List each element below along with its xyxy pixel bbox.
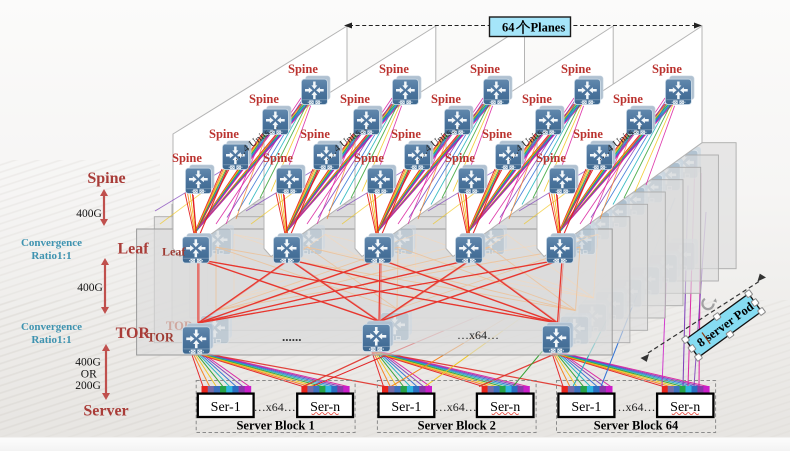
svg-text:Leaf: Leaf xyxy=(117,241,149,258)
svg-text:Ser-1: Ser-1 xyxy=(391,400,421,415)
svg-text:TOR: TOR xyxy=(116,325,151,342)
svg-text:TOR: TOR xyxy=(147,331,175,345)
svg-text:Leaf: Leaf xyxy=(162,245,186,259)
svg-text:Planes: Planes xyxy=(531,21,566,35)
svg-text:200G: 200G xyxy=(75,380,101,392)
svg-text:Spine: Spine xyxy=(470,62,500,76)
svg-text:Server Block 1: Server Block 1 xyxy=(236,419,314,433)
svg-text:Spine: Spine xyxy=(340,92,370,106)
svg-text:…x64…: …x64… xyxy=(457,328,499,342)
svg-text:400G: 400G xyxy=(77,282,103,294)
svg-text:Spine: Spine xyxy=(354,151,384,165)
svg-text:......: ...... xyxy=(282,329,302,344)
svg-text:Spine: Spine xyxy=(249,92,279,106)
svg-text:Spine: Spine xyxy=(573,127,603,141)
svg-text:Spine: Spine xyxy=(522,92,552,106)
svg-text:Convergence: Convergence xyxy=(21,321,82,333)
svg-text:400G: 400G xyxy=(75,357,101,369)
svg-text:64: 64 xyxy=(502,21,515,35)
svg-text:Server: Server xyxy=(83,403,128,420)
svg-text:Spine: Spine xyxy=(288,62,318,76)
svg-text:Ser-n: Ser-n xyxy=(490,400,520,415)
svg-text:…x64…: …x64… xyxy=(614,400,656,414)
svg-text:Spine: Spine xyxy=(536,151,566,165)
svg-text:Spine: Spine xyxy=(652,62,682,76)
svg-text:Ratio1:1: Ratio1:1 xyxy=(31,250,71,262)
svg-text:Ser-n: Ser-n xyxy=(310,400,340,415)
svg-text:Ratio1:1: Ratio1:1 xyxy=(31,334,71,346)
svg-text:Spine: Spine xyxy=(300,127,330,141)
svg-text:…x64…: …x64… xyxy=(254,400,296,414)
svg-text:Spine: Spine xyxy=(379,62,409,76)
svg-text:Ser-1: Ser-1 xyxy=(571,400,601,415)
svg-text:Spine: Spine xyxy=(391,127,421,141)
svg-text:OR: OR xyxy=(81,368,97,380)
svg-text:Spine: Spine xyxy=(482,127,512,141)
svg-text:Spine: Spine xyxy=(172,151,202,165)
svg-text:Convergence: Convergence xyxy=(21,237,82,249)
svg-text:…x64…: …x64… xyxy=(435,400,477,414)
svg-text:Spine: Spine xyxy=(431,92,461,106)
svg-text:Spine: Spine xyxy=(561,62,591,76)
svg-text:Ser-1: Ser-1 xyxy=(211,400,241,415)
svg-text:Spine: Spine xyxy=(87,170,125,187)
svg-text:400G: 400G xyxy=(76,208,102,220)
svg-text:Spine: Spine xyxy=(613,92,643,106)
svg-text:Ser-n: Ser-n xyxy=(670,400,700,415)
svg-text:Server Block 2: Server Block 2 xyxy=(418,419,496,433)
svg-text:Spine: Spine xyxy=(445,151,475,165)
svg-text:Server Block 64: Server Block 64 xyxy=(594,419,679,433)
svg-text:Spine: Spine xyxy=(209,127,239,141)
svg-text:Spine: Spine xyxy=(263,151,293,165)
